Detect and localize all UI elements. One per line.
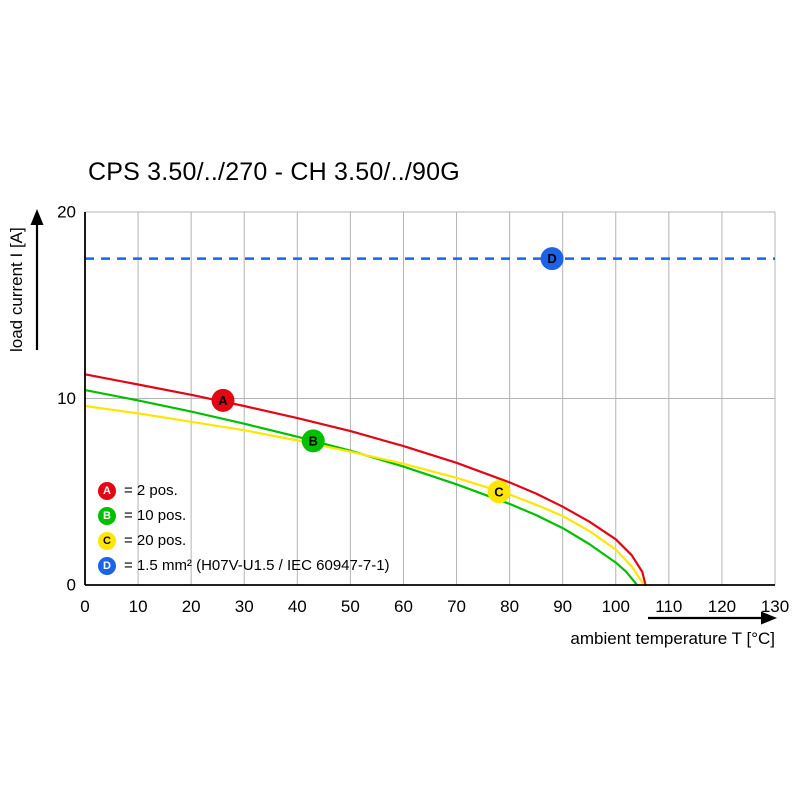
legend-label-d: = 1.5 mm² (H07V-U1.5 / IEC 60947-7-1)	[124, 557, 390, 574]
legend-item-b: B = 10 pos.	[98, 503, 390, 528]
legend-badge-c: C	[98, 531, 116, 550]
y-tick-label: 10	[57, 389, 76, 408]
curve-markers: A B C D	[211, 247, 564, 504]
legend-label-c: = 20 pos.	[124, 532, 187, 549]
x-tick-label: 130	[761, 597, 789, 616]
gridlines	[84, 211, 776, 585]
x-tick-label: 30	[235, 597, 254, 616]
x-tick-label: 70	[447, 597, 466, 616]
marker-letter-D: D	[547, 251, 556, 266]
marker-letter-A: A	[218, 393, 228, 408]
marker-C: C	[487, 480, 511, 504]
legend-label-b: = 10 pos.	[124, 507, 187, 524]
legend-item-a: A = 2 pos.	[98, 478, 390, 503]
y-axis-title: load current I [A]	[7, 227, 26, 352]
x-tick-label: 50	[341, 597, 360, 616]
legend-item-c: C = 20 pos.	[98, 528, 390, 553]
curves	[83, 257, 775, 587]
x-tick-label: 80	[500, 597, 519, 616]
marker-letter-B: B	[309, 433, 318, 448]
legend-label-a: = 2 pos.	[124, 482, 178, 499]
marker-A: A	[211, 388, 235, 412]
marker-circle-A	[211, 388, 235, 412]
y-tick-label: 0	[67, 576, 76, 595]
legend-badge-a: A	[98, 481, 116, 500]
marker-circle-D	[540, 247, 564, 271]
x-tick-label: 10	[129, 597, 148, 616]
x-tick-label: 100	[602, 597, 630, 616]
marker-letter-C: C	[494, 484, 504, 499]
legend-item-d: D = 1.5 mm² (H07V-U1.5 / IEC 60947-7-1)	[98, 553, 390, 578]
x-tick-label: 110	[655, 597, 682, 616]
y-tick-label: 20	[57, 203, 76, 222]
y-axis-arrow-icon	[30, 209, 44, 350]
marker-circle-B	[301, 429, 325, 453]
chart-legend: A = 2 pos. B = 10 pos. C = 20 pos. D = 1…	[98, 478, 390, 578]
marker-B: B	[301, 429, 325, 453]
marker-circle-C	[487, 480, 511, 504]
x-tick-label: 20	[182, 597, 201, 616]
x-tick-label: 0	[80, 597, 89, 616]
x-tick-label: 90	[553, 597, 572, 616]
x-tick-label: 120	[708, 597, 736, 616]
curve-B	[83, 389, 639, 587]
curve-C	[83, 404, 645, 587]
x-tick-label: 40	[288, 597, 307, 616]
tick-labels: 0 10 20 0 10 20 30 40 50 60 70 80 90 100 110 120 130	[57, 203, 789, 617]
x-axis-arrow-icon	[648, 611, 777, 625]
x-axis-title: ambient temperature T [°C]	[570, 629, 775, 648]
x-tick-label: 60	[394, 597, 413, 616]
legend-badge-d: D	[98, 556, 116, 575]
axes	[84, 212, 775, 586]
chart-title: CPS 3.50/../270 - CH 3.50/../90G	[88, 158, 460, 186]
legend-badge-b: B	[98, 506, 116, 525]
marker-D: D	[540, 247, 564, 271]
